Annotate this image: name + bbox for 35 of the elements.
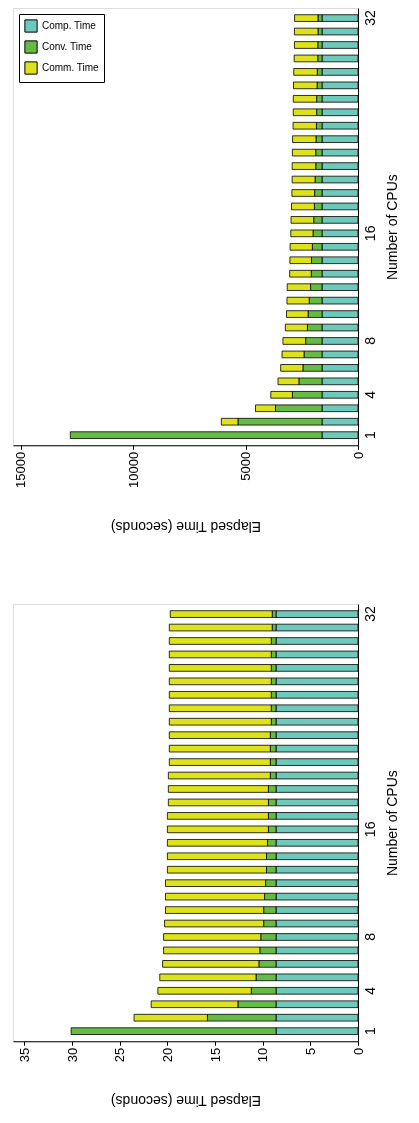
x-tick-label: 10 (255, 1047, 271, 1063)
y-axis-title: Number of CPUs (383, 174, 400, 281)
x-axis-title: Elapsed Time (seconds) (110, 1093, 262, 1110)
x-tick-label: 5 (302, 1047, 318, 1055)
x-tick-label: 35 (16, 1047, 32, 1063)
bar (169, 610, 273, 618)
legend-label: Comp. Time (42, 20, 97, 31)
bar (293, 41, 319, 49)
bar (293, 27, 319, 36)
bar (294, 14, 319, 22)
y-tick-label: 32 (361, 10, 378, 26)
y-tick-label: 4 (361, 390, 378, 399)
x-tick-label: 30 (64, 1047, 80, 1063)
x-tick-label: 15000 (13, 451, 29, 488)
y-axis-title: Number of CPUs (383, 770, 400, 877)
bar (168, 623, 273, 632)
legend-label: Conv. Time (42, 41, 93, 52)
y-tick-label: 16 (361, 821, 378, 838)
y-tick-label: 16 (361, 225, 378, 242)
y-tick-label: 1 (361, 1027, 378, 1036)
y-tick-label: 4 (361, 986, 378, 995)
y-tick-label: 8 (361, 932, 378, 941)
legend-label: Comm. Time (42, 62, 100, 73)
x-tick-label: 5000 (238, 451, 254, 481)
x-tick-label: 25 (112, 1047, 128, 1063)
x-tick-label: 0 (350, 451, 366, 459)
x-tick-label: 20 (159, 1047, 175, 1063)
x-tick-label: 0 (350, 1047, 366, 1055)
x-tick-label: 15 (207, 1047, 223, 1063)
y-tick-label: 1 (361, 431, 378, 440)
x-axis-title: Elapsed Time (seconds) (110, 518, 262, 535)
bar (293, 54, 319, 63)
y-tick-label: 8 (361, 336, 378, 345)
x-tick-label: 10000 (125, 451, 141, 488)
y-tick-label: 32 (361, 606, 378, 622)
